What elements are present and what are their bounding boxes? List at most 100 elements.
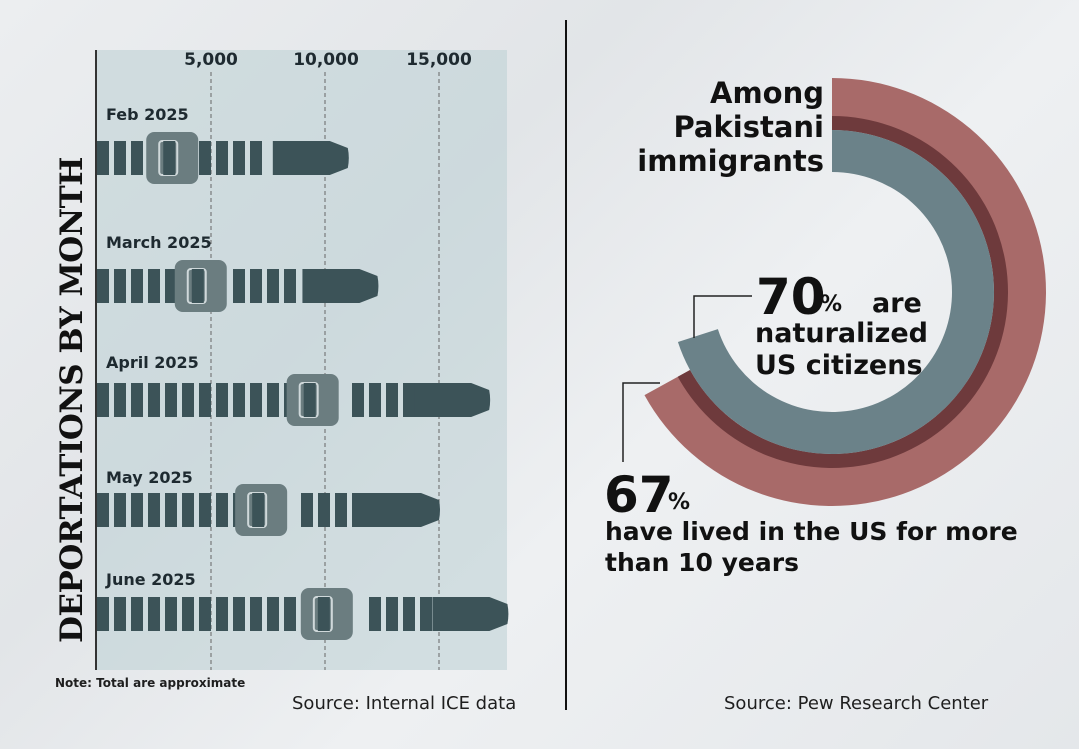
belt-segment	[97, 383, 109, 417]
belt-segment	[403, 383, 415, 417]
source-right: Source: Pew Research Center	[724, 693, 989, 714]
belt-segment	[165, 493, 177, 527]
heading-line: Pakistani	[673, 110, 824, 144]
belt-segment	[284, 269, 296, 303]
stat1-pct: %	[820, 292, 843, 317]
belt-segment	[199, 493, 211, 527]
belt-segment	[216, 597, 228, 631]
belt-segment	[199, 597, 211, 631]
leader-line-67	[622, 382, 660, 462]
belt-segment	[191, 269, 204, 303]
belt-segment	[386, 383, 398, 417]
heading-line: immigrants	[637, 144, 824, 178]
stat1-text: US citizens	[755, 350, 923, 381]
belt-segment	[131, 383, 143, 417]
belt-segment	[352, 493, 364, 527]
belt-segment	[182, 383, 194, 417]
belt-segment	[199, 383, 211, 417]
belt-segment	[284, 597, 296, 631]
belt-tip	[364, 493, 440, 527]
bar-march-2025	[97, 260, 379, 312]
belt-segment	[114, 493, 126, 527]
belt-segment	[114, 383, 126, 417]
bar-june-2025	[97, 588, 509, 640]
belt-segment	[335, 493, 347, 527]
stat2-pct: %	[668, 490, 691, 515]
belt-segment	[369, 383, 381, 417]
stat1-text: are	[872, 288, 922, 319]
belt-segment	[267, 597, 279, 631]
belt-segment	[216, 141, 228, 175]
belt-segment	[233, 597, 245, 631]
belt-segment	[165, 597, 177, 631]
category-label: April 2025	[106, 353, 199, 372]
y-axis-line	[95, 50, 97, 670]
belt-segment	[131, 493, 143, 527]
belt-tip	[414, 383, 491, 417]
belt-segment	[216, 493, 228, 527]
belt-segment	[114, 597, 126, 631]
stat1-text: naturalized	[755, 318, 928, 349]
tick-label: 10,000	[293, 50, 359, 70]
belt-segment	[352, 383, 364, 417]
belt-segment	[165, 269, 177, 303]
belt-segment	[267, 383, 279, 417]
bar-may-2025	[97, 484, 440, 536]
source-left: Source: Internal ICE data	[292, 693, 517, 714]
belt-segment	[420, 597, 432, 631]
belt-segment	[233, 269, 245, 303]
heading-line: Among	[710, 76, 824, 110]
belt-segment	[97, 493, 109, 527]
belt-segment	[148, 269, 160, 303]
belt-segment	[250, 597, 262, 631]
belt-segment	[114, 269, 126, 303]
belt-segment	[233, 383, 245, 417]
category-label: June 2025	[106, 570, 196, 589]
belt-segment	[148, 597, 160, 631]
belt-segment	[403, 597, 415, 631]
belt-segment	[318, 493, 330, 527]
belt-segment	[182, 493, 194, 527]
belt-segment	[386, 597, 398, 631]
belt-segment	[216, 383, 228, 417]
belt-segment	[199, 141, 211, 175]
belt-tip	[432, 597, 509, 631]
tick-label: 15,000	[406, 50, 472, 70]
belt-segment	[131, 269, 143, 303]
tick-label: 5,000	[184, 50, 238, 70]
stat2-value: 67	[604, 466, 674, 524]
belt-segment	[369, 597, 381, 631]
note: Note: Total are approximate	[55, 676, 246, 690]
stat2-text: than 10 years	[605, 548, 799, 577]
belt-segment	[267, 269, 279, 303]
belt-segment	[97, 269, 109, 303]
belt-segment	[317, 597, 330, 631]
stat1-value: 70	[756, 268, 826, 326]
belt-tip	[302, 269, 379, 303]
belt-segment	[131, 141, 143, 175]
belt-segment	[250, 269, 262, 303]
belt-segment	[250, 383, 262, 417]
belt-segment	[163, 141, 176, 175]
belt-segment	[165, 383, 177, 417]
stat2-text: have lived in the US for more	[605, 517, 1018, 546]
belt-segment	[252, 493, 265, 527]
belt-segment	[303, 383, 316, 417]
ring-heading: Among Pakistani immigrants	[637, 76, 824, 178]
belt-segment	[148, 493, 160, 527]
belt-segment	[301, 493, 313, 527]
category-label: May 2025	[106, 468, 193, 487]
belt-segment	[114, 141, 126, 175]
belt-segment	[182, 597, 194, 631]
leader-line-70	[693, 295, 752, 338]
divider	[565, 20, 567, 710]
belt-segment	[97, 597, 109, 631]
belt-segment	[250, 141, 262, 175]
belt-segment	[148, 383, 160, 417]
belt-tip	[272, 141, 349, 175]
category-label: Feb 2025	[106, 105, 189, 124]
belt-segment	[233, 141, 245, 175]
bar-feb-2025	[97, 132, 349, 184]
